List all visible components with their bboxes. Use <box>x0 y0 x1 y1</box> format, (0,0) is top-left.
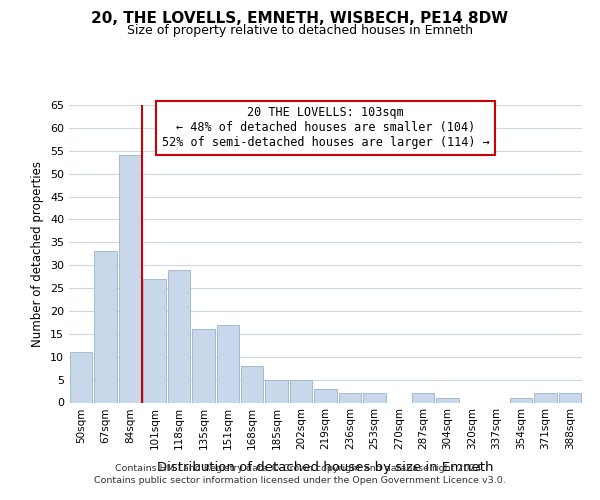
X-axis label: Distribution of detached houses by size in Emneth: Distribution of detached houses by size … <box>157 460 494 473</box>
Bar <box>119 156 142 402</box>
Bar <box>241 366 263 403</box>
Bar <box>436 398 459 402</box>
Bar <box>338 394 361 402</box>
Bar <box>143 279 166 402</box>
Bar <box>290 380 313 402</box>
Text: Contains HM Land Registry data © Crown copyright and database right 2024.: Contains HM Land Registry data © Crown c… <box>115 464 485 473</box>
Bar <box>314 389 337 402</box>
Bar <box>217 324 239 402</box>
Y-axis label: Number of detached properties: Number of detached properties <box>31 161 44 347</box>
Bar <box>509 398 532 402</box>
Text: 20 THE LOVELLS: 103sqm
← 48% of detached houses are smaller (104)
52% of semi-de: 20 THE LOVELLS: 103sqm ← 48% of detached… <box>161 106 490 150</box>
Bar <box>534 394 557 402</box>
Bar <box>192 330 215 402</box>
Bar <box>412 394 434 402</box>
Bar <box>559 394 581 402</box>
Bar <box>70 352 92 403</box>
Bar <box>167 270 190 402</box>
Text: 20, THE LOVELLS, EMNETH, WISBECH, PE14 8DW: 20, THE LOVELLS, EMNETH, WISBECH, PE14 8… <box>91 11 509 26</box>
Bar <box>363 394 386 402</box>
Bar <box>94 252 117 402</box>
Text: Size of property relative to detached houses in Emneth: Size of property relative to detached ho… <box>127 24 473 37</box>
Text: Contains public sector information licensed under the Open Government Licence v3: Contains public sector information licen… <box>94 476 506 485</box>
Bar <box>265 380 288 402</box>
